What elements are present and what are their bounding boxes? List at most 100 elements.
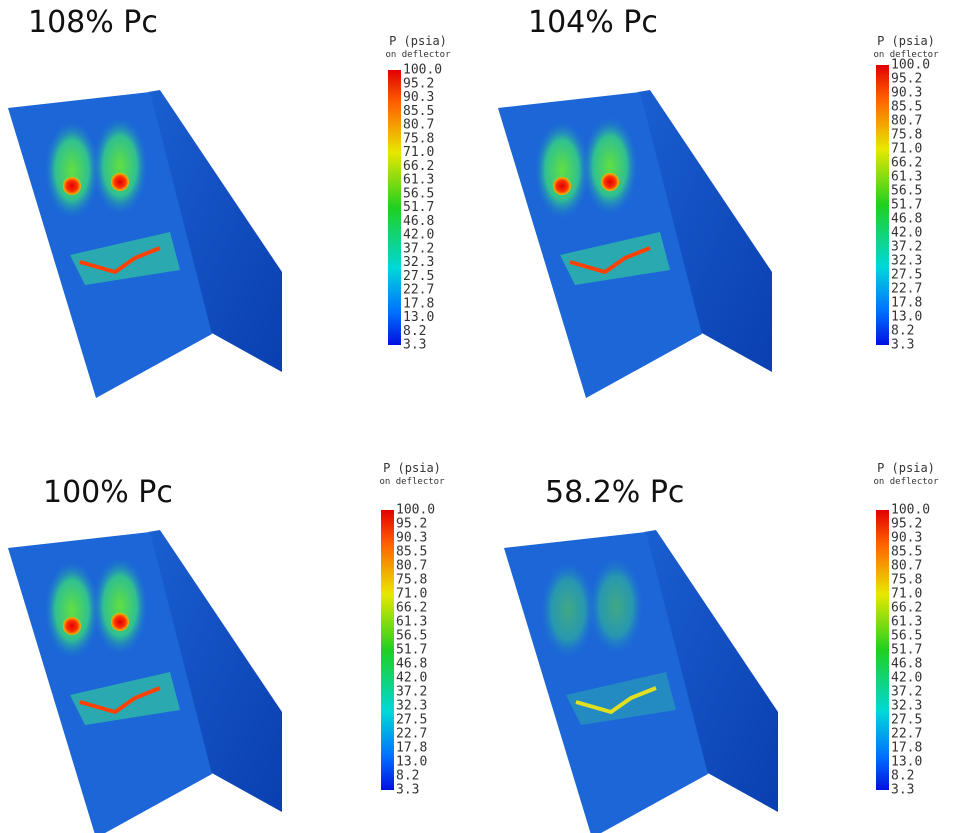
colorbar-tick-label: 51.7 [891,643,922,658]
colorbar-tick-label: 3.3 [891,783,914,798]
colorbar-tick-label: 37.2 [403,241,434,256]
deflector-wall [638,90,772,372]
deflector-wall [148,530,282,812]
colorbar-tick-label: 100.0 [891,503,930,518]
colorbar-tick-label: 66.2 [891,601,922,616]
colorbar-tick-label: 3.3 [396,783,419,798]
colorbar-tick-label: 13.0 [891,755,922,770]
colorbar-tick-label: 80.7 [403,118,434,133]
colorbar-tick-label: 85.5 [403,104,434,119]
colorbar-tick-label: 75.8 [891,128,922,143]
colorbar-tick-label: 100.0 [403,63,442,78]
colorbar-tick-label: 100.0 [396,503,435,518]
colorbar-tick-label: 71.0 [891,587,922,602]
pressure-lobe [534,120,590,220]
legend-subtitle: on deflector [873,477,939,487]
colorbar-tick-label: 85.5 [891,100,922,115]
colorbar-tick-label: 32.3 [891,254,922,269]
colorbar-tick-label: 17.8 [396,741,427,756]
hot-spot [111,613,129,631]
colorbar [388,70,401,345]
shock-line [575,686,657,715]
colorbar [876,510,889,790]
colorbar-tick-label: 46.8 [891,212,922,227]
colorbar-tick-label: 51.7 [396,643,427,658]
colorbar-tick-label: 71.0 [891,142,922,157]
colorbar-tick-label: 90.3 [403,90,434,105]
colorbar-tick-label: 71.0 [403,145,434,160]
colorbar-tick-label: 66.2 [396,601,427,616]
colorbar-tick-label: 66.2 [403,159,434,174]
pressure-lobe [588,556,644,656]
colorbar-tick-label: 3.3 [891,338,914,353]
legend-title: P (psia) [383,461,441,475]
colorbar-tick-label: 95.2 [891,72,922,87]
colorbar-tick-label: 46.8 [891,657,922,672]
panel-title: 100% Pc [43,475,173,510]
colorbar-tick-label: 61.3 [891,170,922,185]
deflector-band [70,672,180,725]
legend-title: P (psia) [877,461,935,475]
legend-title: P (psia) [389,34,447,48]
colorbar-tick-label: 13.0 [396,755,427,770]
legend-subtitle: on deflector [379,477,445,487]
colorbar-tick-label: 85.5 [891,545,922,560]
colorbar-tick-label: 80.7 [396,559,427,574]
colorbar [876,65,889,345]
pressure-lobe [540,560,596,660]
shock-line [79,686,161,715]
colorbar-tick-label: 61.3 [396,615,427,630]
colorbar-tick-label: 22.7 [891,282,922,297]
hot-spot [553,177,571,195]
panel-title: 104% Pc [528,5,658,40]
colorbar-tick-label: 46.8 [396,657,427,672]
colorbar-tick-label: 42.0 [891,671,922,686]
shock-line [79,246,161,275]
pressure-lobe [92,556,148,656]
legend-title: P (psia) [877,34,935,48]
colorbar-tick-label: 56.5 [891,184,922,199]
deflector-wall [644,530,778,812]
colorbar-tick-label: 32.3 [403,255,434,270]
colorbar-tick-label: 22.7 [891,727,922,742]
legend-subtitle: on deflector [873,50,939,60]
colorbar-tick-label: 51.7 [403,200,434,215]
colorbar-tick-label: 66.2 [891,156,922,171]
colorbar-tick-label: 37.2 [396,685,427,700]
colorbar-tick-label: 27.5 [891,713,922,728]
colorbar-tick-label: 51.7 [891,198,922,213]
colorbar-tick-label: 13.0 [403,310,434,325]
colorbar-tick-label: 56.5 [403,186,434,201]
colorbar-tick-label: 22.7 [396,727,427,742]
colorbar-tick-label: 27.5 [891,268,922,283]
colorbar-tick-label: 85.5 [396,545,427,560]
colorbar-tick-label: 100.0 [891,58,930,73]
deflector-image [8,90,282,398]
colorbar-tick-label: 27.5 [396,713,427,728]
panel-title: 108% Pc [28,5,158,40]
hot-spot [63,177,81,195]
colorbar-tick-label: 80.7 [891,114,922,129]
hot-spot [111,173,129,191]
colorbar-tick-label: 71.0 [396,587,427,602]
colorbar-tick-label: 75.8 [891,573,922,588]
deflector-band [566,672,676,725]
colorbar-tick-label: 95.2 [396,517,427,532]
pressure-lobe [92,116,148,216]
colorbar-tick-label: 95.2 [403,76,434,91]
colorbar-tick-label: 8.2 [403,324,426,339]
legend-subtitle: on deflector [385,50,451,60]
pressure-lobe [582,116,638,216]
colorbar-tick-label: 61.3 [403,173,434,188]
colorbar-tick-label: 8.2 [396,769,419,784]
colorbar-tick-label: 75.8 [403,131,434,146]
colorbar-tick-label: 32.3 [891,699,922,714]
deflector-image [504,530,778,833]
deflector-image [8,530,282,833]
colorbar-tick-label: 17.8 [891,741,922,756]
deflector-band [560,232,670,285]
hot-spot [63,617,81,635]
colorbar-tick-label: 17.8 [403,296,434,311]
deflector-band [70,232,180,285]
pressure-lobe [44,120,100,220]
